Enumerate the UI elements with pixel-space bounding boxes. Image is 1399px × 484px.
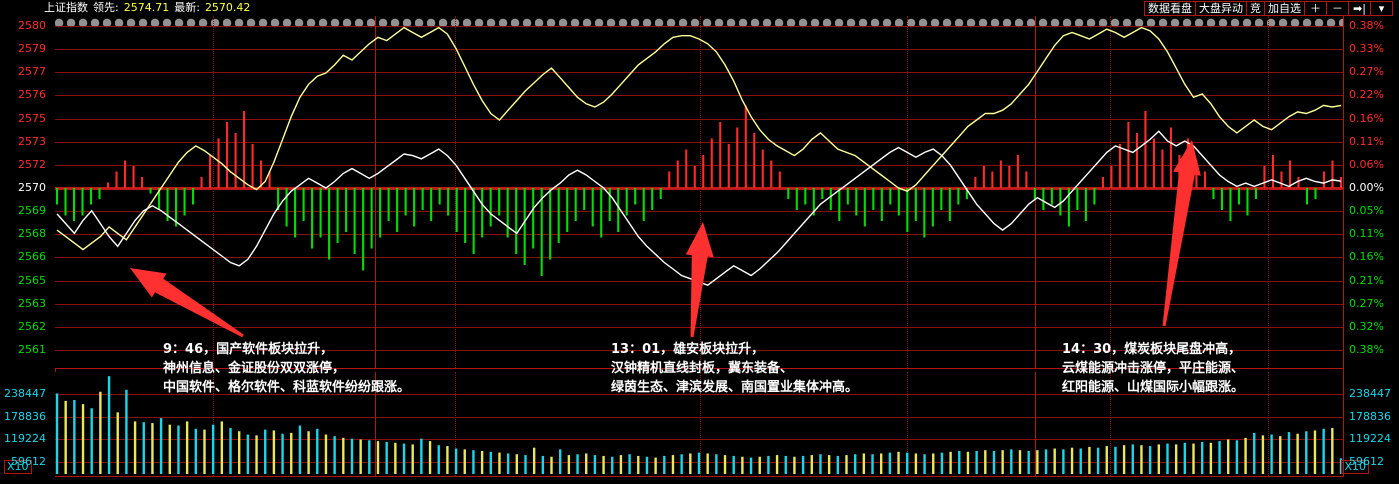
grid-line (55, 211, 1343, 213)
percent-axis-label: 0.00% (1349, 181, 1384, 194)
add-watchlist-button[interactable]: 加自选 (1264, 1, 1305, 16)
auction-button[interactable]: 竞 (1246, 1, 1265, 16)
grid-line-zero (55, 187, 1343, 190)
volume-axis-label: 119224 (4, 432, 46, 445)
price-axis-label: 2565 (18, 273, 46, 287)
price-axis-label: 2579 (18, 42, 46, 56)
grid-line (55, 164, 1343, 166)
volume-axis-label: 119224 (1349, 432, 1391, 445)
grid-line (55, 141, 1343, 143)
price-axis-label: 2561 (18, 343, 46, 356)
volume-axis-label: 59612 (11, 455, 46, 468)
volume-unit-left: X10 (4, 460, 32, 474)
volume-axis-label: 59612 (1349, 455, 1384, 468)
volume-minor-divider (1110, 372, 1111, 476)
latest-label: 最新: (174, 1, 200, 14)
index-title-group: 上证指数 领先: 2574.71 最新: 2570.42 (44, 0, 250, 16)
volume-bars-svg (55, 376, 1343, 474)
price-chart-pane[interactable] (55, 16, 1343, 368)
volume-axis-right: X10 238447 178836 119224 59612 (1341, 372, 1399, 476)
minor-divider (1110, 16, 1111, 368)
grid-line (55, 72, 1343, 74)
upper-band-dither (55, 18, 1343, 28)
percent-axis-label: 0.27% (1349, 296, 1384, 310)
dropdown-button[interactable]: ▾ (1370, 1, 1393, 16)
percent-axis-label: 0.32% (1349, 319, 1384, 333)
volume-grid-line (55, 394, 1343, 395)
volume-chart-pane[interactable] (55, 372, 1343, 476)
percent-axis-label: 0.27% (1349, 65, 1384, 79)
minor-divider (1268, 16, 1269, 368)
percent-axis-label: 0.38% (1349, 19, 1384, 32)
percent-axis-label: 0.16% (1349, 250, 1384, 264)
price-axis-label: 2563 (18, 296, 46, 310)
session-divider (375, 16, 376, 368)
grid-line (55, 350, 1343, 351)
volume-axis-label: 178836 (4, 410, 46, 423)
price-axis-label: 2580 (18, 19, 46, 32)
price-axis-label: 2572 (18, 157, 46, 171)
volume-unit-right: X10 (1341, 460, 1369, 474)
volume-grid-line (55, 417, 1343, 418)
data-board-button[interactable]: 数据看盘 (1144, 1, 1196, 16)
chart-frame-divider (55, 368, 1344, 369)
grid-line (55, 95, 1343, 97)
percent-axis-label: 0.06% (1349, 157, 1384, 171)
zoom-in-button[interactable]: ＋ (1304, 1, 1327, 16)
chart-frame-bottom (55, 476, 1344, 477)
price-axis-label: 2577 (18, 65, 46, 79)
leading-index-line (56, 26, 1342, 251)
volume-minor-divider (213, 372, 214, 476)
minor-divider (213, 16, 214, 368)
price-axis-label: 2569 (18, 204, 46, 218)
latest-index-line (56, 130, 1342, 286)
volume-axis-label: 178836 (1349, 410, 1391, 423)
percent-axis-label: 0.11% (1349, 134, 1384, 148)
volume-minor-divider (700, 372, 701, 476)
zoom-out-button[interactable]: － (1326, 1, 1349, 16)
grid-line (55, 26, 1343, 27)
percent-axis-label: 0.21% (1349, 273, 1384, 287)
grid-line (55, 118, 1343, 120)
price-axis-label: 2566 (18, 250, 46, 264)
index-name: 上证指数 (44, 1, 88, 14)
percent-axis-label: 0.05% (1349, 204, 1384, 218)
price-axis-left: 2580 2579 2577 2576 2575 2573 2572 2570 2569 2568… (0, 16, 52, 368)
minor-divider (700, 16, 701, 368)
grid-line (55, 49, 1343, 51)
price-axis-label: 2576 (18, 88, 46, 102)
price-axis-label: 2573 (18, 134, 46, 148)
jump-right-button[interactable]: ➡| (1348, 1, 1371, 16)
volume-grid-line (55, 439, 1343, 440)
volume-session-divider (375, 372, 376, 476)
price-series-svg (55, 26, 1343, 286)
volume-minor-divider (1268, 372, 1269, 476)
minor-divider (455, 16, 456, 368)
volume-session-divider (1035, 372, 1036, 476)
latest-value: 2570.42 (204, 1, 251, 14)
price-axis-label: 2562 (18, 319, 46, 333)
percent-axis-label: 0.16% (1349, 111, 1384, 125)
percent-axis-label: 0.11% (1349, 227, 1384, 241)
chart-frame-right (1343, 16, 1344, 476)
percent-axis-label: 0.22% (1349, 88, 1384, 102)
volume-minor-divider (907, 372, 908, 476)
percent-axis-label: 0.38% (1349, 343, 1384, 356)
volume-axis-label: 238447 (1349, 387, 1391, 400)
volume-minor-divider (455, 372, 456, 476)
price-axis-label: 2575 (18, 111, 46, 125)
percent-axis-label: 0.33% (1349, 42, 1384, 56)
price-axis-label: 2570 (18, 181, 46, 194)
toolbar-button-group: 数据看盘 大盘异动竞加自选＋－ ➡| ▾ (1144, 1, 1393, 16)
leading-label: 领先: (93, 1, 119, 14)
leading-value: 2574.71 (123, 1, 170, 14)
volume-axis-label: 238447 (4, 387, 46, 400)
top-bar: 上证指数 领先: 2574.71 最新: 2570.42 数据看盘 大盘异动竞加自… (0, 0, 1399, 16)
volume-axis-left: X10 238447 178836 119224 59612 (0, 372, 52, 476)
percent-axis-right: 0.38% 0.33% 0.27% 0.22% 0.16% 0.11% 0.06% 0.00%… (1347, 16, 1399, 368)
price-axis-label: 2568 (18, 227, 46, 241)
market-movement-button[interactable]: 大盘异动 (1195, 1, 1247, 16)
